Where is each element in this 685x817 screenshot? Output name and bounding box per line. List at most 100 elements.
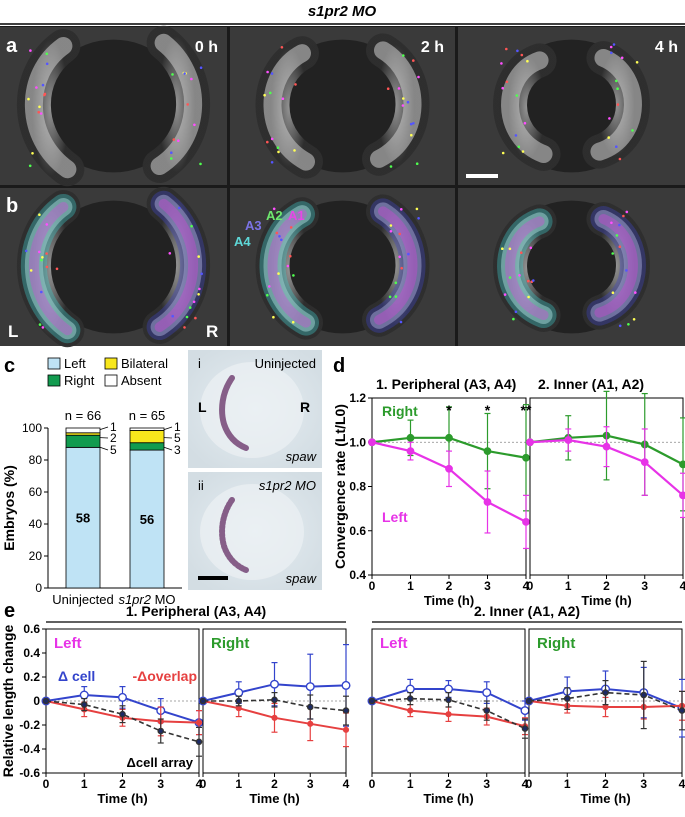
cell-group-overlay	[259, 201, 319, 336]
y-tick-label: 0.6	[349, 524, 366, 538]
y-tick-label: -0.4	[19, 742, 40, 756]
cell-marker	[193, 123, 196, 127]
y-tick-label: -0.2	[19, 718, 40, 732]
x-tick-label: 1	[407, 579, 414, 593]
cell-marker	[400, 208, 403, 211]
inset-i-label: i	[198, 356, 201, 371]
cell-marker	[39, 112, 43, 115]
c-annotation-leader	[163, 446, 173, 451]
c-annotation-leader	[163, 426, 173, 430]
data-point	[602, 703, 609, 711]
cell-marker	[291, 320, 295, 324]
data-point	[79, 690, 89, 700]
cell-marker	[520, 53, 524, 57]
cell-marker	[615, 234, 619, 237]
cell-marker	[518, 274, 521, 277]
panel-label-c: c	[4, 355, 15, 377]
cell-marker	[618, 324, 622, 328]
data-point	[522, 453, 530, 462]
x-tick-label: 2	[271, 777, 278, 791]
x-tick-label: 0	[200, 777, 207, 791]
data-point	[445, 464, 453, 473]
cell-marker	[188, 306, 192, 309]
group-label-a4: A4	[234, 234, 251, 249]
cell-marker	[170, 151, 173, 154]
x-tick-label: 2	[602, 777, 609, 791]
cell-marker	[512, 317, 515, 321]
c-n-label: n = 66	[65, 408, 102, 423]
cell-marker	[523, 121, 527, 125]
cell-marker	[632, 318, 636, 321]
series-line	[528, 691, 683, 712]
d-y-axis-label: Convergence rate (Lt/L0)	[332, 404, 348, 569]
x-tick-label: 3	[157, 777, 164, 791]
cell-marker	[622, 214, 625, 218]
x-axis-label: Time (h)	[581, 593, 631, 608]
micrograph-tile	[0, 186, 227, 348]
c-bar-segment	[65, 427, 101, 434]
cell-marker	[263, 93, 266, 97]
c-annotation-label: 5	[174, 431, 181, 445]
cell-marker	[627, 323, 630, 326]
cell-marker	[401, 104, 405, 107]
cell-marker	[289, 254, 292, 258]
cell-marker	[406, 100, 410, 104]
cell-marker	[270, 72, 274, 75]
cell-marker	[527, 295, 530, 299]
data-point	[80, 701, 88, 708]
cell-marker	[397, 87, 401, 90]
cell-marker	[501, 151, 505, 155]
cell-marker	[501, 247, 504, 250]
y-tick-label: 0.6	[23, 622, 40, 636]
c-annotation-label: 5	[110, 443, 117, 457]
right-cell-field-core	[370, 202, 422, 329]
e-legend-delta-overlap: -Δoverlap	[132, 668, 197, 684]
cell-marker	[275, 231, 279, 235]
c-bar-segment	[129, 449, 165, 589]
x-tick-label: 3	[484, 579, 491, 593]
cell-marker	[28, 164, 32, 168]
data-point	[444, 684, 454, 694]
cell-marker	[611, 291, 615, 295]
cell-marker	[183, 72, 186, 75]
data-point	[483, 447, 492, 455]
x-tick-label: 3	[307, 777, 314, 791]
cell-marker	[410, 133, 413, 137]
data-point	[305, 682, 315, 692]
x-tick-label: 4	[343, 777, 350, 791]
cell-marker	[197, 293, 200, 296]
cell-marker	[631, 129, 634, 132]
cell-marker	[38, 105, 41, 109]
cell-marker	[45, 265, 49, 269]
cell-marker	[398, 255, 402, 259]
cell-marker	[618, 223, 621, 227]
data-point	[522, 518, 530, 526]
cell-marker	[168, 252, 172, 255]
cell-marker	[266, 140, 269, 144]
data-point	[482, 688, 492, 698]
cell-marker	[268, 285, 271, 288]
cell-marker	[197, 255, 200, 258]
x-tick-label: 4	[196, 777, 203, 791]
right-cell-field-core	[590, 209, 642, 322]
cell-marker	[171, 314, 174, 318]
cell-marker	[55, 267, 59, 271]
d-significance-marker: **	[521, 402, 532, 418]
data-point	[564, 436, 573, 444]
cell-marker	[505, 47, 508, 51]
e-side-label: Right	[537, 635, 575, 652]
data-point	[235, 697, 243, 705]
x-tick-label: 0	[369, 777, 376, 791]
x-tick-label: 4	[523, 579, 530, 593]
micrograph-center	[270, 200, 415, 334]
cell-marker	[280, 46, 284, 49]
c-annotation-label: 2	[110, 431, 117, 445]
data-point	[640, 458, 649, 467]
c-n-label: n = 65	[129, 408, 166, 423]
data-point	[119, 710, 126, 718]
right-cell-field-core	[590, 48, 642, 161]
time-label-2h: 2 h	[421, 39, 444, 56]
cell-marker	[281, 97, 285, 100]
cell-marker	[616, 103, 620, 106]
cell-marker	[29, 49, 32, 52]
